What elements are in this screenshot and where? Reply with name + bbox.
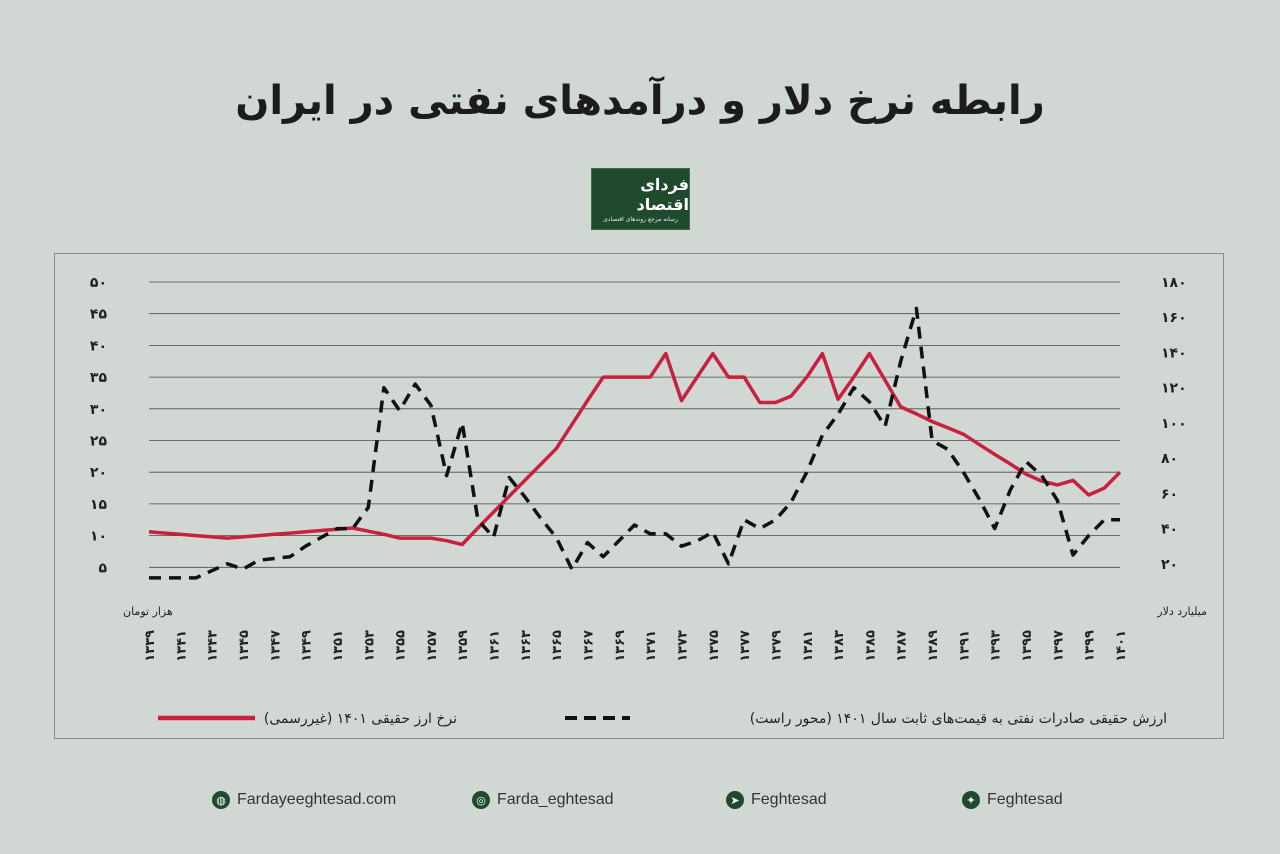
x-tick-label: ۱۳۴۹ [300, 630, 315, 662]
x-tick-label: ۱۳۶۳ [519, 630, 534, 662]
footer-telegram[interactable]: ➤ Feghtesad [726, 789, 827, 811]
y-right-tick-label: ۱۰۰ [1161, 416, 1187, 432]
website-link[interactable]: Fardayeeghtesad.com [237, 791, 397, 808]
x-tick-label: ۱۳۴۵ [237, 630, 252, 662]
y-left-tick-label: ۱۵ [90, 497, 108, 513]
x-tick-label: ۱۳۵۹ [456, 630, 471, 662]
x-tick-label: ۱۳۵۱ [331, 630, 346, 662]
x-tick-label: ۱۳۶۱ [488, 630, 503, 662]
x-tick-label: ۱۳۵۷ [425, 630, 440, 662]
y-left-axis-label: هزار تومان [123, 605, 173, 618]
twitter-icon: ✦ [962, 791, 980, 809]
y-right-tick-label: ۱۴۰ [1161, 345, 1187, 361]
y-left-tick-label: ۴۵ [90, 307, 108, 323]
legend-label-oil-exports: ارزش حقیقی صادرات نفتی به قیمت‌های ثابت … [750, 711, 1167, 727]
x-tick-label: ۱۳۹۹ [1083, 630, 1098, 662]
x-tick-label: ۱۳۸۵ [863, 630, 878, 662]
brand-logo: فردای اقتصاد رسانه مرجع روندهای اقتصادی [591, 168, 690, 230]
y-left-tick-label: ۳۰ [90, 402, 107, 418]
y-right-tick-label: ۶۰ [1161, 486, 1178, 502]
y-right-tick-label: ۱۶۰ [1161, 310, 1187, 326]
x-tick-label: ۱۳۷۵ [707, 630, 722, 662]
x-tick-label: ۱۳۹۳ [989, 630, 1004, 662]
telegram-handle[interactable]: Feghtesad [751, 791, 827, 808]
x-tick-label: ۱۴۰۱ [1114, 630, 1129, 662]
x-tick-label: ۱۳۶۷ [582, 630, 597, 662]
globe-icon: ◍ [212, 791, 230, 809]
y-right-tick-label: ۸۰ [1161, 451, 1178, 467]
footer-twitter[interactable]: ✦ Feghtesad [962, 789, 1063, 811]
line-chart: ۵ ۱۰ ۱۵ ۲۰ ۲۵ ۳۰ ۳۵ ۴۰ ۴۵ ۵۰ ۲۰ ۴۰ ۶۰ ۸۰ ۱۰۰ ۱۲۰ ۱۴۰ ۱۶۰ ۱… [90, 275, 1207, 727]
y-left-tick-label: ۲۵ [90, 434, 108, 450]
y-left-tick-label: ۵ [98, 560, 107, 576]
y-left-tick-label: ۲۰ [90, 465, 107, 481]
x-tick-label: ۱۳۳۹ [143, 630, 158, 662]
x-tick-label: ۱۳۹۷ [1051, 630, 1066, 662]
x-tick-label: ۱۳۹۱ [957, 630, 972, 662]
y-right-tick-label: ۱۸۰ [1161, 275, 1187, 291]
y-left-tick-label: ۱۰ [90, 529, 107, 545]
y-right-tick-label: ۱۲۰ [1161, 381, 1187, 397]
legend-label-exchange-rate: نرخ ارز حقیقی ۱۴۰۱ (غیررسمی) [264, 711, 457, 727]
logo-name: فردای اقتصاد [636, 174, 689, 214]
footer-instagram[interactable]: ◎ Farda_eghtesad [472, 789, 614, 811]
instagram-icon: ◎ [472, 791, 490, 809]
series-line-exchange-rate [148, 351, 1122, 547]
telegram-icon: ➤ [726, 791, 744, 809]
x-tick-label: ۱۳۷۳ [675, 630, 690, 662]
x-tick-label: ۱۳۷۷ [738, 630, 753, 662]
x-tick-label: ۱۳۷۱ [644, 630, 659, 662]
page-title: رابطه نرخ دلار و درآمدهای نفتی در ایران [235, 78, 1045, 124]
y-left-tick-label: ۵۰ [90, 275, 107, 291]
instagram-handle[interactable]: Farda_eghtesad [497, 791, 614, 808]
x-tick-label: ۱۳۸۷ [895, 630, 910, 662]
logo-tagline: رسانه مرجع روندهای اقتصادی [603, 215, 678, 223]
x-tick-label: ۱۳۸۹ [926, 630, 941, 662]
x-tick-label: ۱۳۷۹ [769, 630, 784, 662]
y-left-tick-label: ۳۵ [90, 370, 108, 386]
x-tick-label: ۱۳۵۳ [362, 630, 377, 662]
x-tick-label: ۱۳۹۵ [1020, 630, 1035, 662]
y-right-tick-label: ۲۰ [1161, 557, 1178, 573]
series-line-oil-exports [149, 306, 1120, 580]
footer-website[interactable]: ◍ Fardayeeghtesad.com [212, 789, 396, 811]
x-tick-label: ۱۳۸۱ [801, 630, 816, 662]
y-right-axis-label: میلیارد دلار [1156, 605, 1207, 618]
y-right-tick-label: ۴۰ [1161, 522, 1178, 538]
x-tick-label: ۱۳۴۷ [268, 630, 283, 662]
x-tick-label: ۱۳۶۵ [550, 630, 565, 662]
chart-panel: ۵ ۱۰ ۱۵ ۲۰ ۲۵ ۳۰ ۳۵ ۴۰ ۴۵ ۵۰ ۲۰ ۴۰ ۶۰ ۸۰ ۱۰۰ ۱۲۰ ۱۴۰ ۱۶۰ ۱… [54, 253, 1224, 739]
x-tick-label: ۱۳۶۹ [613, 630, 628, 662]
x-tick-label: ۱۳۵۵ [394, 630, 409, 662]
twitter-handle[interactable]: Feghtesad [987, 791, 1063, 808]
x-tick-label: ۱۳۴۱ [174, 630, 189, 662]
x-tick-label: ۱۳۸۳ [832, 630, 847, 662]
y-left-tick-label: ۴۰ [90, 338, 107, 354]
x-tick-label: ۱۳۴۳ [206, 630, 221, 662]
